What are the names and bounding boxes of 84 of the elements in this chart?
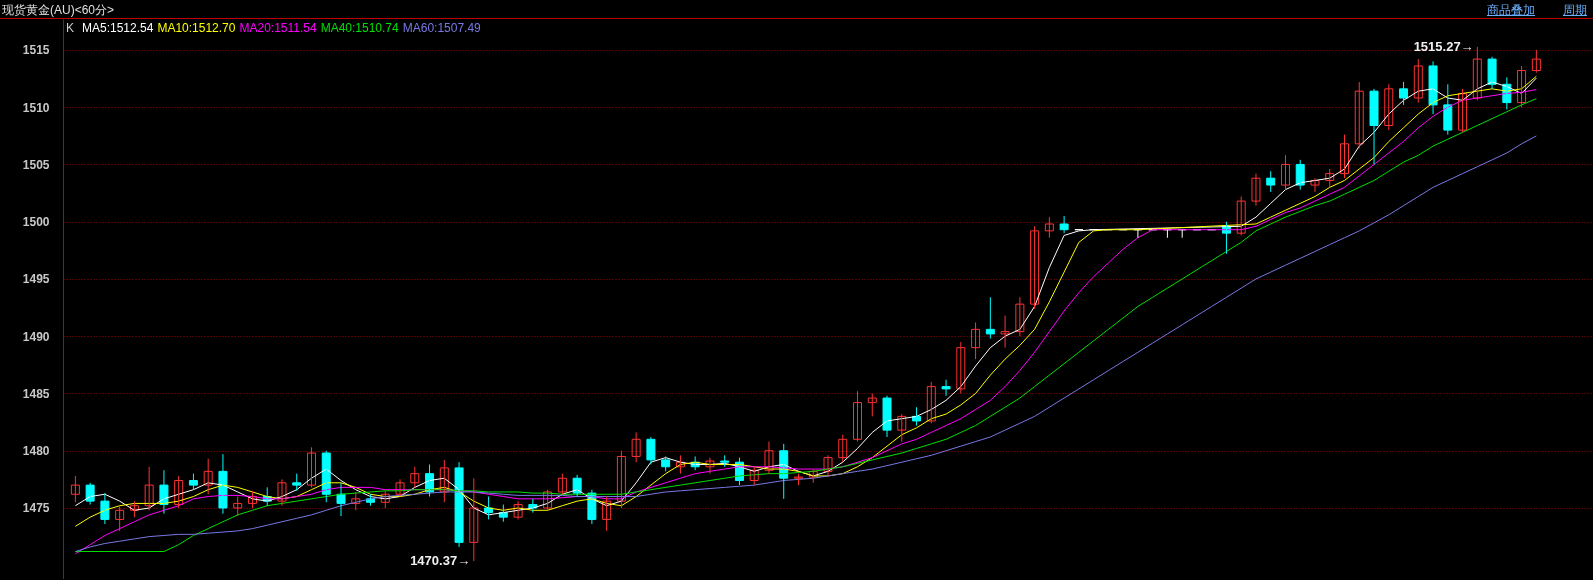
- candlestick: [439, 459, 449, 503]
- legend-title: K: [66, 21, 75, 35]
- candlestick: [1413, 58, 1423, 104]
- candlestick: [1251, 173, 1261, 207]
- candlestick: [1399, 81, 1409, 106]
- candlestick: [1236, 196, 1246, 236]
- candlestick: [1531, 49, 1541, 74]
- candlestick: [941, 379, 951, 397]
- y-tick-label: 1495: [22, 272, 50, 287]
- candlestick: [1384, 83, 1394, 131]
- candlestick: [70, 475, 80, 503]
- candlestick: [1030, 225, 1040, 310]
- candlestick: [1472, 46, 1482, 101]
- candlestick: [1000, 315, 1010, 349]
- candlestick: [823, 454, 833, 477]
- candlestick: [395, 478, 405, 498]
- candlestick: [247, 490, 257, 509]
- candlestick: [867, 392, 877, 417]
- text: MA20:1511.54: [239, 21, 317, 35]
- candlestick: [926, 381, 936, 424]
- candlestick: [793, 473, 803, 486]
- candlestick: [144, 466, 154, 511]
- candlestick: [749, 466, 759, 486]
- text: MA5:1512.54: [82, 21, 154, 35]
- text: 商品叠加: [1487, 3, 1535, 17]
- candlestick: [557, 473, 567, 495]
- candlestick: [764, 441, 774, 475]
- candlestick: [853, 390, 863, 443]
- candlestick: [1369, 88, 1379, 165]
- candlestick: [1266, 170, 1276, 193]
- candlestick: [233, 496, 243, 517]
- candlestick: [1059, 215, 1069, 234]
- candlestick: [307, 446, 316, 488]
- candlestick: [971, 321, 981, 360]
- candlestick: [410, 466, 420, 488]
- candlestick: [1044, 216, 1054, 239]
- candlestick: [1280, 154, 1290, 191]
- y-tick-label: 1505: [22, 157, 50, 172]
- text: MA10:1512.70: [157, 21, 236, 35]
- candlestick: [513, 500, 523, 520]
- candlestick: [616, 450, 626, 509]
- candlestick: [956, 341, 966, 394]
- annotation: 1470.37→: [410, 553, 471, 569]
- candlestick: [1325, 168, 1335, 188]
- candlestick: [469, 477, 479, 562]
- candlestick: [1354, 81, 1364, 149]
- candlestick: [646, 436, 656, 465]
- candlestick: [1015, 296, 1025, 337]
- chart-title: 现货黄金(AU)<60分>: [2, 2, 115, 19]
- y-tick-label: 1500: [22, 215, 50, 230]
- candlestick: [1458, 88, 1468, 133]
- candlestick: [720, 454, 730, 468]
- candlestick: [188, 473, 198, 491]
- candlestick: [675, 454, 685, 475]
- candlestick: [129, 500, 139, 518]
- candlestick: [292, 473, 302, 492]
- y-tick-label: 1475: [22, 501, 50, 516]
- y-tick-label: 1485: [22, 386, 50, 401]
- y-tick-label: 1490: [22, 329, 50, 344]
- candlestick: [380, 490, 390, 509]
- y-tick-label: 1480: [22, 444, 50, 459]
- candlestick: [661, 455, 671, 472]
- candlestick: [808, 468, 818, 484]
- candlestick: [277, 478, 287, 507]
- candlestick: [705, 457, 715, 475]
- candlestick: [897, 413, 907, 443]
- candlestick: [838, 434, 848, 463]
- candlestick: [203, 458, 213, 495]
- candlestick: [174, 475, 184, 509]
- candlestick: [543, 489, 553, 511]
- y-tick-label: 1515: [22, 43, 50, 58]
- candlestick: [631, 431, 641, 463]
- text: 周期: [1563, 3, 1587, 17]
- y-tick-label: 1510: [22, 100, 50, 115]
- candlestick: [1517, 65, 1527, 108]
- annotation: 1515.27→: [1413, 38, 1474, 54]
- candlestick: [1340, 134, 1349, 179]
- text: MA40:1510.74: [320, 21, 399, 35]
- candlestick: [115, 505, 125, 532]
- candlestick: [1310, 177, 1320, 193]
- candlestick: [602, 496, 612, 532]
- candlestick: [351, 491, 361, 511]
- text: MA60:1507.49: [402, 21, 481, 35]
- candlestick: [985, 296, 995, 340]
